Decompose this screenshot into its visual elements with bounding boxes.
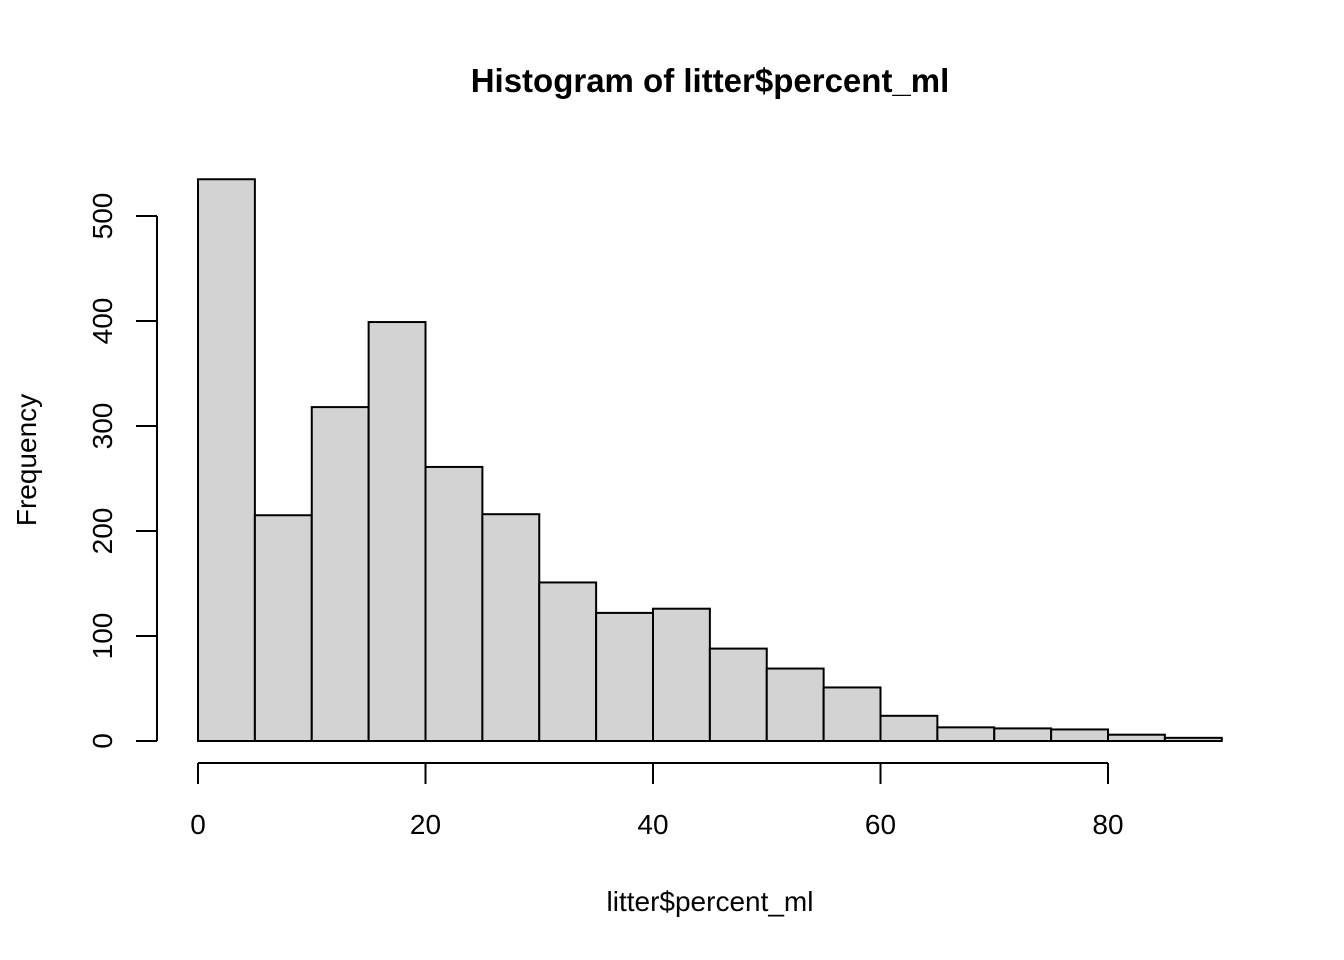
histogram-bar-25-30 (481, 513, 541, 743)
histogram-bar-60-65 (879, 714, 939, 742)
histogram-bar-40-45 (652, 607, 711, 743)
y-axis: 0 100 200 300 400 500 (87, 193, 158, 749)
histogram-bar-5-10 (253, 514, 313, 742)
histogram-bar-15-20 (367, 321, 427, 742)
x-tick-label-40: 40 (637, 809, 668, 840)
x-tick-label-80: 80 (1092, 809, 1123, 840)
histogram-bar-55-60 (822, 686, 882, 743)
x-axis-label: litter$percent_ml (607, 886, 814, 917)
histogram-bar-10-15 (310, 406, 370, 742)
bars-group (197, 178, 1223, 743)
y-tick-label-200: 200 (87, 508, 118, 555)
x-tick-label-60: 60 (865, 809, 896, 840)
y-tick-label-0: 0 (87, 733, 118, 749)
histogram-bar-50-55 (765, 667, 825, 742)
histogram-bar-70-75 (993, 727, 1053, 743)
histogram-bar-85-90 (1163, 736, 1223, 742)
y-tick-label-500: 500 (87, 193, 118, 240)
histogram-bar-20-25 (424, 465, 484, 742)
x-tick-label-20: 20 (410, 809, 441, 840)
histogram-bar-0-5 (197, 178, 256, 742)
histogram-bar-80-85 (1107, 733, 1166, 743)
histogram-bar-35-40 (595, 611, 654, 743)
histogram-bar-65-70 (936, 726, 996, 742)
x-axis: 0 20 40 60 80 (190, 762, 1124, 840)
x-tick-label-0: 0 (190, 809, 206, 840)
chart-title: Histogram of litter$percent_ml (471, 62, 950, 99)
y-tick-label-400: 400 (87, 298, 118, 345)
y-tick-label-300: 300 (87, 403, 118, 450)
histogram-bar-30-35 (538, 581, 598, 743)
y-axis-label: Frequency (11, 394, 42, 526)
histogram-bar-75-80 (1050, 728, 1109, 743)
y-tick-label-100: 100 (87, 613, 118, 660)
histogram-bar-45-50 (708, 647, 768, 742)
